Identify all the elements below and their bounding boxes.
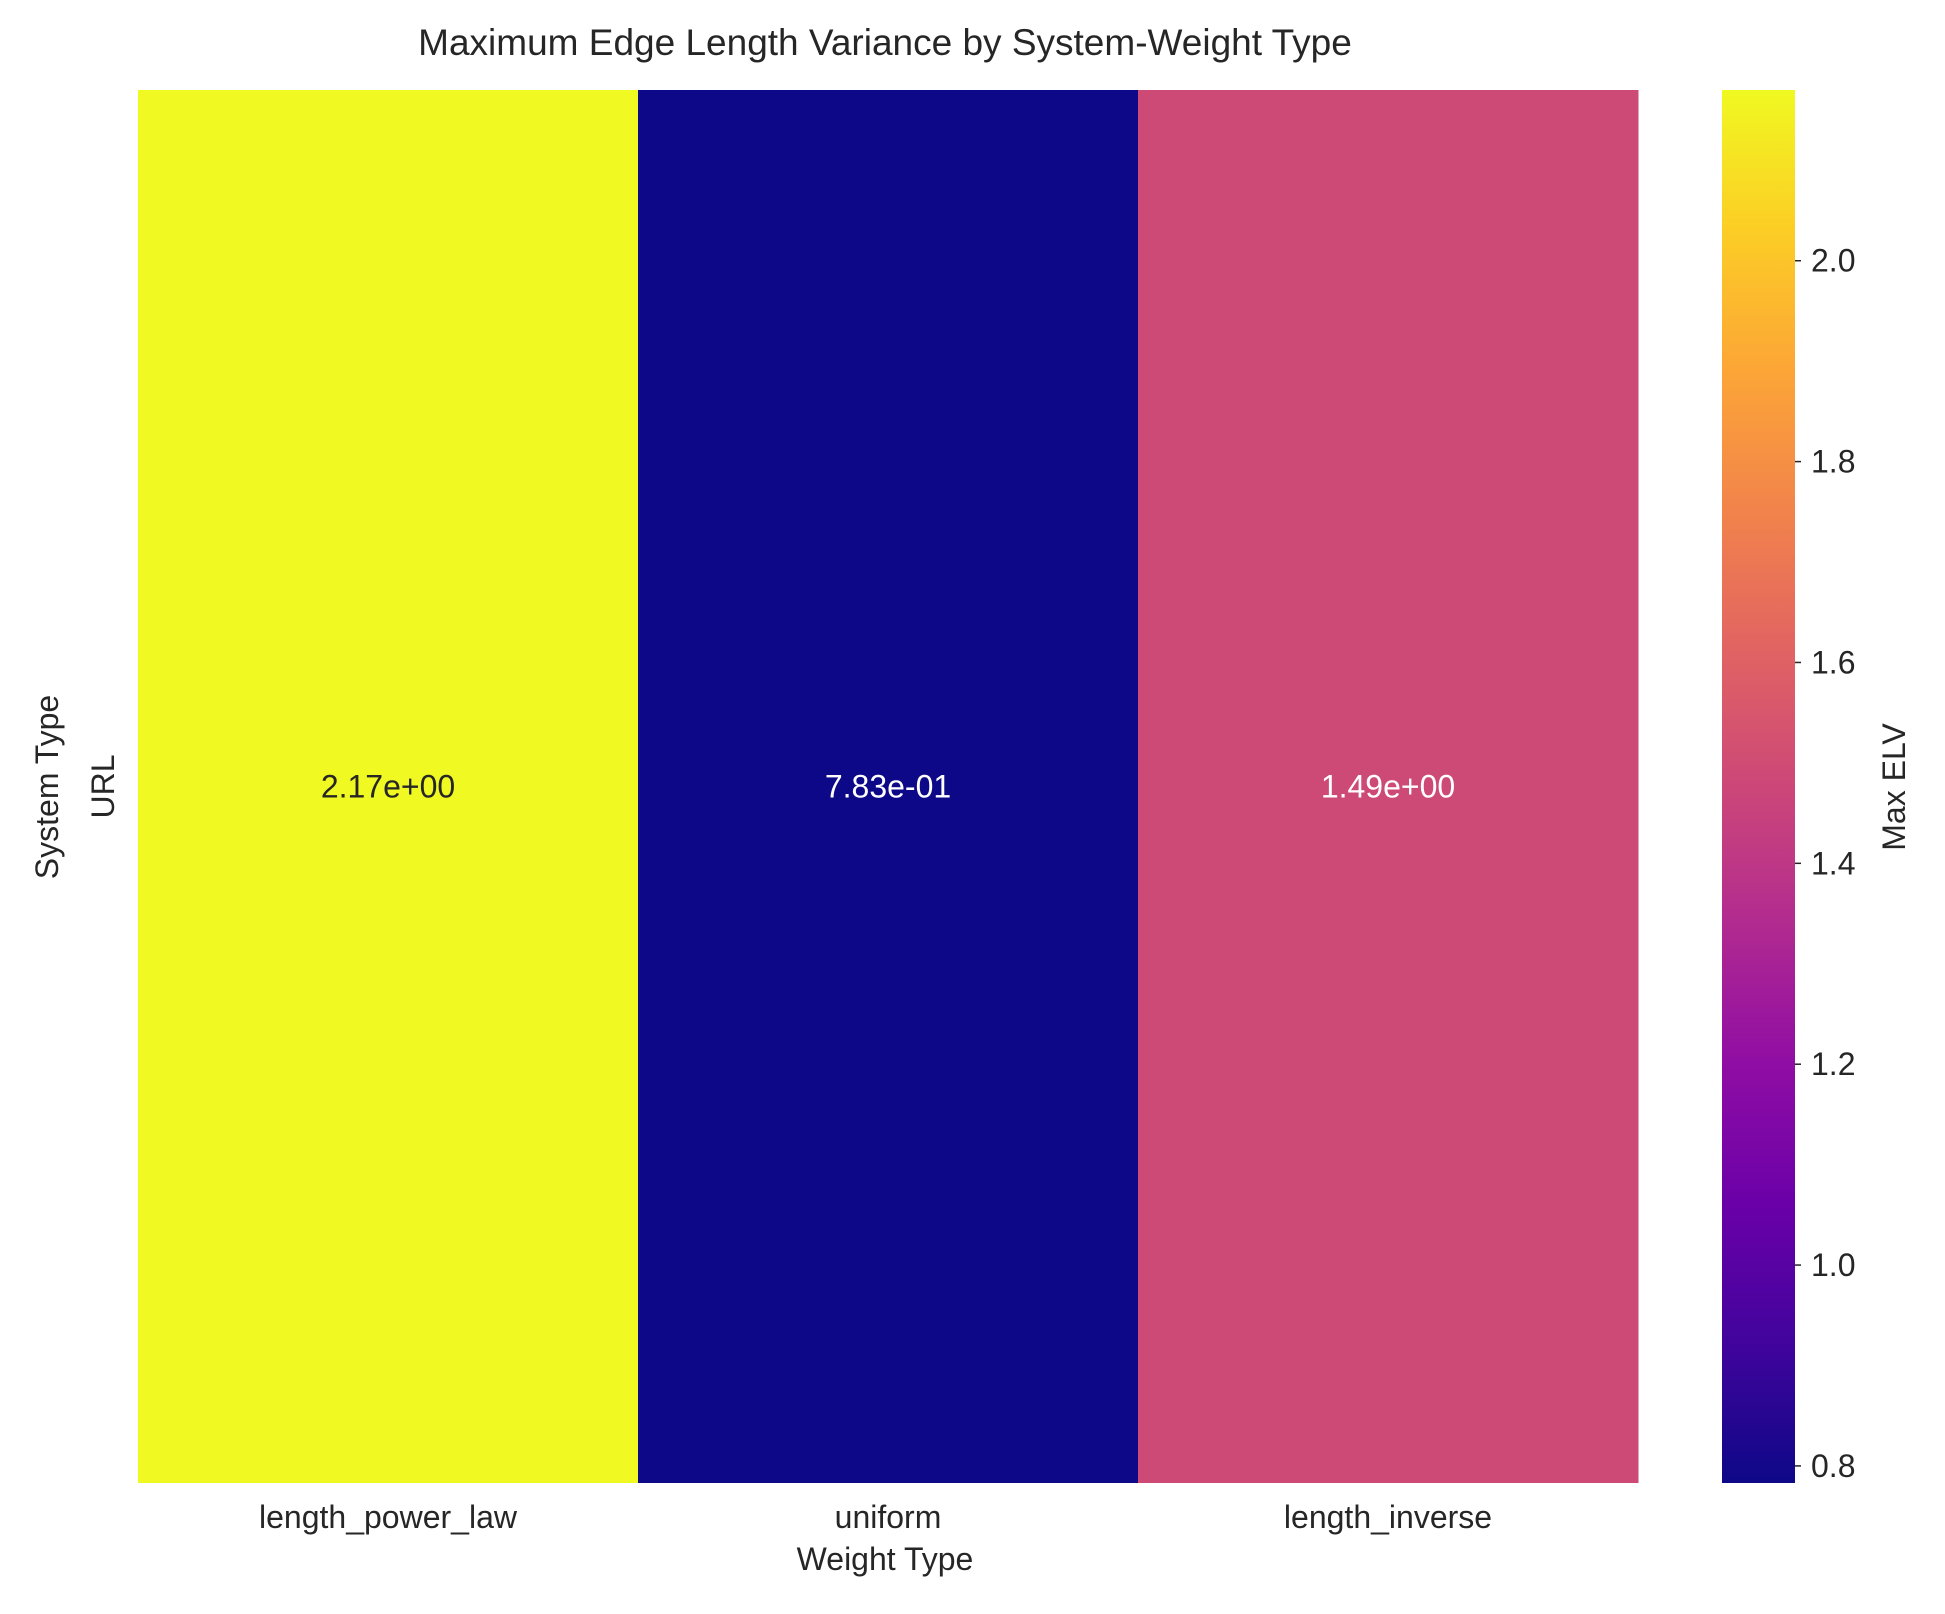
colorbar-tick-label: 1.4 bbox=[1811, 845, 1855, 881]
colorbar-tick-label: 1.8 bbox=[1811, 444, 1855, 480]
y-tick-labels: URL bbox=[85, 754, 121, 818]
colorbar-label: Max ELV bbox=[1876, 723, 1912, 851]
chart-title: Maximum Edge Length Variance by System-W… bbox=[418, 22, 1352, 63]
y-tick-label: URL bbox=[85, 754, 121, 818]
colorbar-tick-label: 1.2 bbox=[1811, 1046, 1855, 1082]
colorbar-tick-label: 2.0 bbox=[1811, 243, 1855, 279]
colorbar-tick-labels: 0.8 1.0 1.2 1.4 1.6 1.8 2.0 bbox=[1795, 243, 1855, 1484]
y-axis-label: System Type bbox=[29, 695, 65, 879]
heatmap-cell-labels: 2.17e+00 7.83e-01 1.49e+00 bbox=[321, 769, 1455, 805]
heatmap-cell bbox=[138, 90, 639, 1483]
heatmap-cell-label: 1.49e+00 bbox=[1321, 769, 1455, 805]
x-tick-label: uniform bbox=[835, 1499, 942, 1535]
x-tick-label: length_inverse bbox=[1284, 1499, 1492, 1535]
heatmap-cells bbox=[138, 90, 1639, 1483]
heatmap-cell-label: 2.17e+00 bbox=[321, 769, 455, 805]
colorbar-tick-label: 1.0 bbox=[1811, 1247, 1855, 1283]
x-tick-label: length_power_law bbox=[259, 1499, 518, 1535]
colorbar bbox=[1722, 90, 1795, 1483]
heatmap-cell-label: 7.83e-01 bbox=[825, 769, 951, 805]
heatmap-cell bbox=[1138, 90, 1639, 1483]
x-axis-label: Weight Type bbox=[797, 1541, 974, 1577]
x-tick-labels: length_power_law uniform length_inverse bbox=[259, 1499, 1492, 1535]
heatmap-cell bbox=[638, 90, 1139, 1483]
colorbar-tick-label: 1.6 bbox=[1811, 644, 1855, 680]
colorbar-tick-label: 0.8 bbox=[1811, 1448, 1855, 1484]
